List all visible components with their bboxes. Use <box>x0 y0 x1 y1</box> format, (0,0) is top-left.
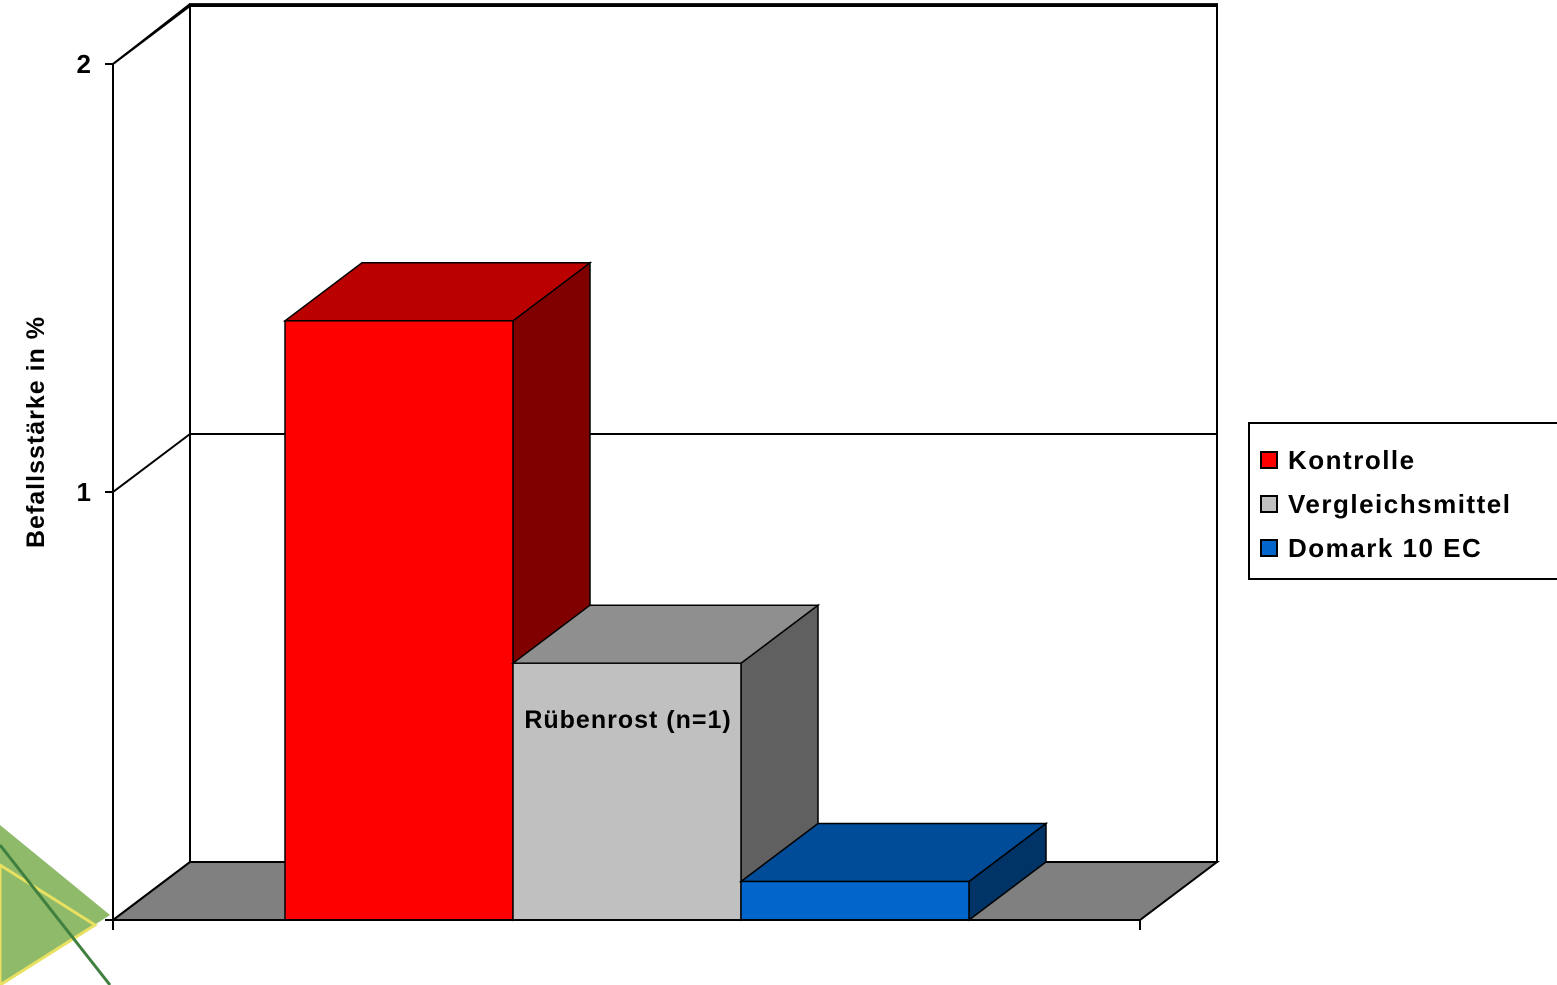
gridline-side <box>112 861 191 921</box>
legend-swatch <box>1260 539 1278 557</box>
y-tick-label: 1 <box>77 477 91 507</box>
y-axis-label: Befallsstärke in % <box>22 316 50 548</box>
legend-item: Vergleichsmittel <box>1250 482 1557 526</box>
chart-bars <box>282 261 1049 922</box>
bar-domark-10-ec <box>738 821 1049 922</box>
y-tick-label: 2 <box>77 49 91 79</box>
gridline-side <box>112 5 191 65</box>
legend-item: Kontrolle <box>1250 438 1557 482</box>
decorative-corner-graphic <box>0 825 112 985</box>
gridline-side <box>112 433 191 493</box>
chart-legend: Kontrolle Vergleichsmittel Domark 10 EC <box>1248 422 1557 580</box>
bar-front <box>740 880 970 921</box>
legend-swatch <box>1260 495 1278 513</box>
chart-axes: 012 <box>77 49 1141 935</box>
legend-label: Vergleichsmittel <box>1288 488 1512 519</box>
legend-label: Domark 10 EC <box>1288 532 1483 563</box>
bar-front <box>284 320 514 921</box>
legend-item: Domark 10 EC <box>1250 526 1557 570</box>
x-axis-label: Rübenrost (n=1) <box>524 706 731 734</box>
legend-label: Kontrolle <box>1288 444 1416 475</box>
legend-swatch <box>1260 451 1278 469</box>
bar-front <box>512 662 742 921</box>
